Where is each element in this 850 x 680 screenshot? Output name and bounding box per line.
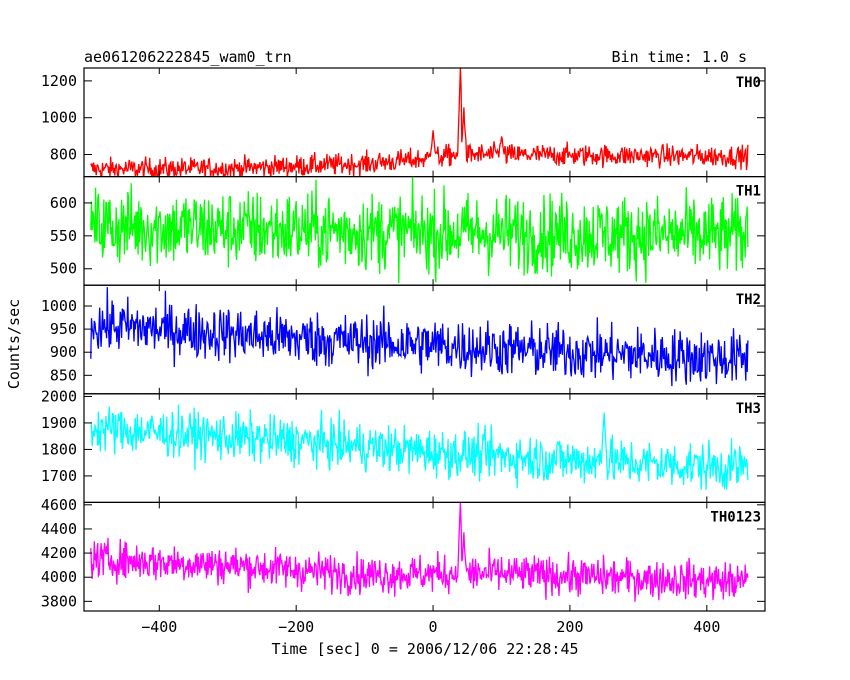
x-tick-label: −400: [141, 618, 177, 636]
x-tick-label: 400: [693, 618, 720, 636]
y-tick-label: 4200: [41, 544, 77, 562]
y-tick-label: 4600: [41, 496, 77, 514]
series-line-th3: [90, 404, 749, 490]
y-tick-label: 500: [50, 260, 77, 278]
x-tick-label: 0: [429, 618, 438, 636]
y-tick-label: 1000: [41, 109, 77, 127]
panel-label-th2: TH2: [736, 292, 761, 308]
plot-title: ae061206222845_wam0_trn: [84, 48, 292, 66]
y-tick-label: 900: [50, 343, 77, 361]
y-tick-label: 4400: [41, 520, 77, 538]
x-tick-label: 200: [556, 618, 583, 636]
panel-th0123: 3800 4000 4200 4400 4600 TH0123: [41, 496, 766, 612]
series-line-th1: [90, 176, 749, 284]
panel-label-th0123: TH0123: [710, 509, 761, 525]
series-line-th2: [90, 287, 749, 387]
panel-frame: [83, 393, 766, 503]
y-axis-title: Counts/sec: [5, 299, 23, 389]
panel-th3: 1700 1800 1900 2000 TH3: [41, 387, 766, 503]
panel-label-th1: TH1: [736, 184, 761, 200]
panel-th1: 500 550 600 TH1: [50, 176, 766, 286]
y-tick-label: 950: [50, 320, 77, 338]
y-tick-label: 1700: [41, 467, 77, 485]
panel-label-th3: TH3: [736, 401, 761, 417]
y-tick-label: 1200: [41, 72, 77, 90]
y-tick-label: 1900: [41, 414, 77, 432]
panel-th0: 800 1000 1200 TH0: [41, 67, 766, 178]
x-axis-title: Time [sec] 0 = 2006/12/06 22:28:45: [271, 640, 578, 658]
bin-time-label: Bin time: 1.0 s: [612, 48, 747, 66]
y-tick-label: 600: [50, 194, 77, 212]
series-line-th0123: [90, 502, 749, 602]
y-tick-label: 1000: [41, 297, 77, 315]
x-tick-label: −200: [278, 618, 314, 636]
y-tick-label: 2000: [41, 387, 77, 405]
y-tick-label: 850: [50, 366, 77, 384]
panel-th2: 850 900 950 1000 TH2: [41, 284, 766, 395]
y-tick-label: 550: [50, 227, 77, 245]
y-tick-label: 800: [50, 146, 77, 164]
panels-layer: 800 1000 1200 TH0 500 550 600 TH1 850 900 950 1000 T…: [41, 67, 766, 612]
y-tick-label: 3800: [41, 592, 77, 610]
y-tick-label: 1800: [41, 440, 77, 458]
panel-label-th0: TH0: [736, 75, 761, 91]
y-tick-label: 4000: [41, 568, 77, 586]
panel-frame: [83, 501, 766, 612]
series-line-th0: [90, 68, 749, 177]
x-axis-ticks: −400 −200 0 200 400: [141, 618, 720, 636]
